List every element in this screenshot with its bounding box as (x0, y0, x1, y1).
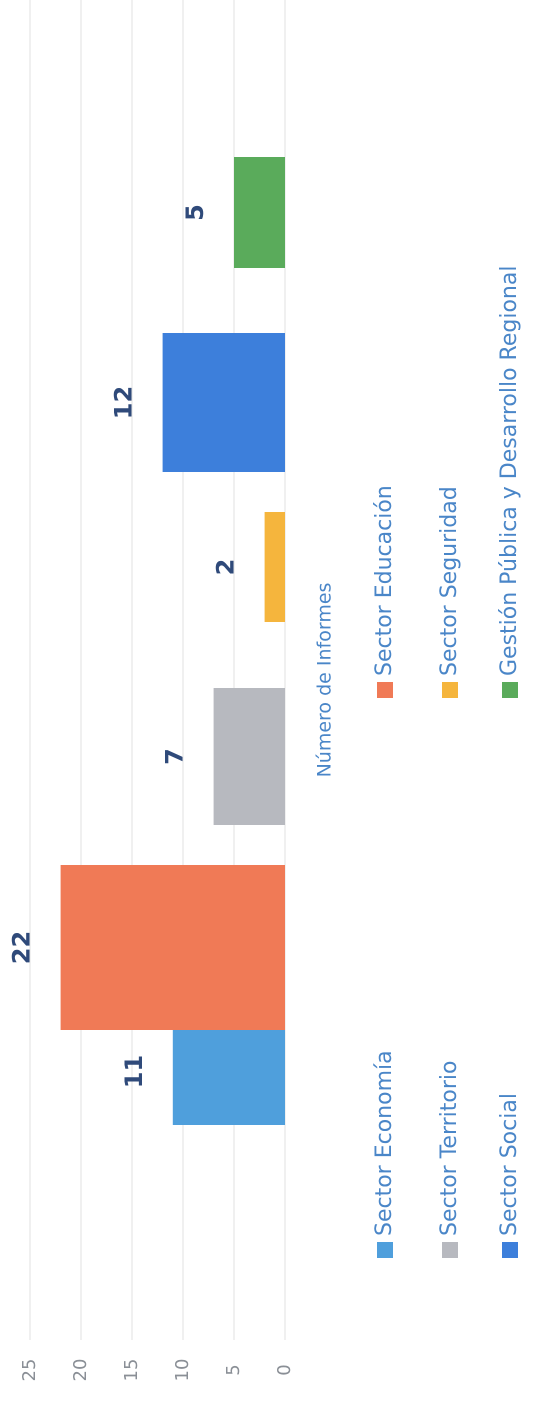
legend-label: Sector Educación (372, 485, 397, 676)
legend-swatch (377, 682, 393, 698)
y-tick-label: 15 (121, 1359, 142, 1382)
legend-label: Sector Seguridad (437, 486, 462, 676)
y-tick-label: 20 (70, 1359, 91, 1382)
y-tick-label: 25 (19, 1359, 40, 1382)
value-label: 5 (181, 204, 209, 221)
bar (172, 1018, 285, 1125)
legend-swatch (377, 1242, 393, 1258)
bar (213, 688, 286, 825)
axis-title: Número de Informes (314, 583, 336, 778)
y-tick-label: 5 (223, 1364, 244, 1375)
legend-label: Sector Economía (372, 1050, 397, 1236)
legend-label: Sector Social (497, 1093, 522, 1236)
rotated-chart: Número de Informes 0 5 10 15 20 25 11 22 7 2 12 5 Se… (8, 0, 522, 1381)
value-label: 22 (8, 931, 36, 964)
legend-swatch (502, 1242, 518, 1258)
legend-label: Sector Territorio (437, 1061, 462, 1236)
value-label: 11 (120, 1055, 148, 1088)
value-label: 7 (161, 748, 189, 765)
bar (162, 333, 286, 472)
legend-swatch (442, 1242, 458, 1258)
y-tick-label: 0 (274, 1364, 295, 1375)
legend-label: Gestión Pública y Desarrollo Regional (497, 266, 522, 676)
bar (234, 157, 285, 268)
legend-swatch (442, 682, 458, 698)
value-label: 12 (110, 386, 138, 419)
bar (60, 865, 285, 1030)
legend-swatch (502, 682, 518, 698)
bar (264, 512, 286, 622)
value-label: 2 (212, 559, 240, 576)
y-tick-label: 10 (172, 1359, 193, 1382)
